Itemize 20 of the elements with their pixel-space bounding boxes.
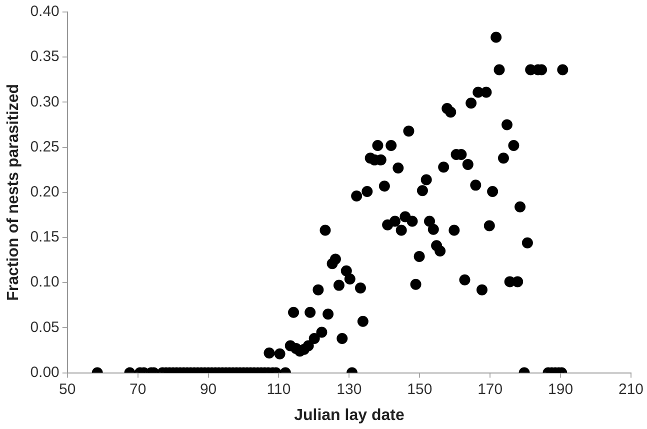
x-tick-label: 130 [336, 380, 362, 398]
y-tick-label: 0.20 [30, 184, 60, 201]
x-tick-label: 150 [407, 380, 432, 398]
x-tick-label: 90 [200, 380, 217, 398]
y-tick-label: 0.05 [30, 318, 60, 336]
y-tick-label: 0.25 [30, 138, 60, 156]
y-tick-label: 0.15 [30, 228, 60, 246]
y-tick-label: 0.30 [30, 93, 60, 110]
x-tick-label: 50 [59, 380, 76, 398]
x-tick-label: 210 [618, 380, 644, 398]
x-tick-label: 70 [130, 380, 146, 398]
y-tick-label: 0.00 [30, 364, 60, 381]
y-axis-title: Fraction of nests parasitized [5, 84, 22, 301]
y-tick-label: 0.35 [30, 48, 60, 66]
x-tick-label: 170 [478, 380, 503, 398]
x-tick-label: 110 [266, 380, 291, 398]
y-tick-label: 0.40 [30, 3, 60, 20]
x-axis-title: Julian lay date [294, 406, 404, 424]
x-tick-label: 190 [548, 380, 574, 398]
y-tick-label: 0.10 [30, 274, 60, 291]
